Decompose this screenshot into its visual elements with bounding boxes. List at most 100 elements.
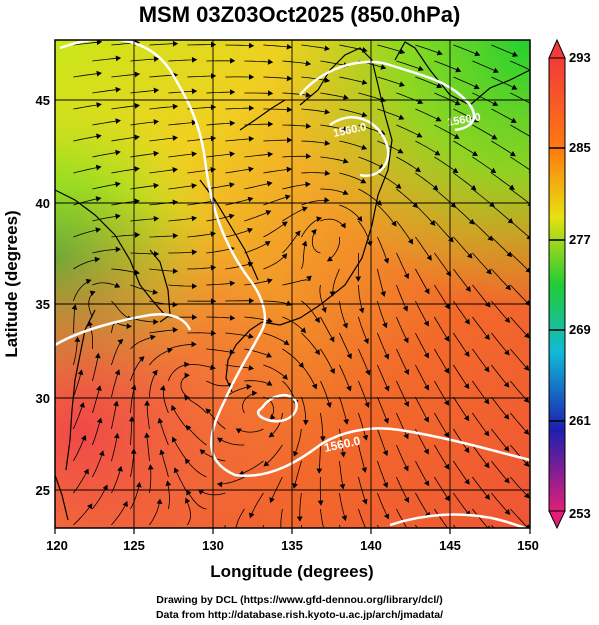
streamline — [320, 316, 335, 342]
streamline-arrow — [153, 56, 160, 62]
streamline-arrow — [342, 189, 349, 195]
streamline — [73, 135, 101, 142]
streamline — [453, 396, 470, 421]
streamline — [453, 364, 470, 389]
streamline — [73, 305, 76, 334]
streamline — [472, 284, 491, 308]
streamline-arrow — [95, 196, 102, 202]
streamline-arrow — [229, 120, 236, 127]
streamline-arrow — [191, 56, 198, 63]
streamline — [111, 339, 123, 366]
streamline — [339, 460, 344, 489]
streamline — [358, 412, 367, 440]
streamline-arrow — [343, 418, 349, 425]
streamline — [244, 316, 273, 323]
streamline — [282, 348, 304, 368]
streamline-arrow — [407, 238, 414, 245]
streamline-arrow — [398, 81, 405, 87]
streamline-arrow — [346, 353, 352, 360]
streamline-arrow — [473, 117, 480, 123]
streamline — [149, 348, 173, 366]
streamline-arrow — [81, 434, 87, 441]
streamline — [396, 348, 409, 375]
streamline-arrow — [96, 70, 103, 77]
streamline — [168, 363, 189, 382]
streamline — [434, 476, 450, 501]
streamline — [491, 332, 510, 356]
streamline-arrow — [398, 114, 405, 120]
streamline — [510, 412, 529, 435]
streamline-arrow — [402, 305, 408, 312]
streamline-arrow — [544, 477, 548, 481]
streamline-arrow — [383, 513, 390, 520]
streamline — [244, 279, 273, 286]
streamline — [529, 460, 530, 463]
streamline — [320, 508, 325, 528]
streamline-arrow — [416, 132, 423, 138]
streamline — [320, 412, 324, 441]
streamline-arrow — [454, 100, 461, 106]
streamline — [510, 508, 529, 528]
streamline — [453, 76, 480, 89]
streamline — [491, 428, 510, 452]
streamline — [472, 348, 490, 372]
streamline — [358, 380, 369, 408]
streamline — [282, 60, 311, 65]
streamline-arrow — [311, 228, 317, 235]
chart-title: MSM 03Z03Oct2025 (850.0hPa) — [138, 2, 461, 27]
streamline-arrow — [382, 322, 388, 329]
streamline-arrow — [229, 314, 236, 321]
streamline-arrow — [279, 533, 283, 537]
streamline — [396, 444, 409, 471]
streamline — [377, 140, 403, 154]
streamline — [263, 108, 292, 111]
streamline-arrow — [269, 414, 276, 421]
streamline — [199, 449, 226, 462]
streamline-arrow — [504, 317, 511, 323]
streamline — [358, 284, 364, 313]
streamline — [453, 44, 480, 56]
streamline — [92, 353, 99, 382]
streamline — [434, 60, 461, 72]
streamline — [263, 195, 291, 206]
streamline-arrow — [491, 134, 498, 140]
streamline-arrow — [248, 364, 255, 371]
streamline — [319, 476, 322, 506]
streamline-arrow — [361, 79, 368, 85]
streamline-arrow — [473, 83, 480, 90]
streamline — [472, 476, 490, 500]
streamline — [358, 444, 366, 473]
streamline — [111, 433, 118, 462]
streamline-arrow — [346, 385, 352, 392]
streamline — [358, 188, 382, 206]
streamline-arrow — [87, 503, 93, 510]
streamline — [301, 241, 307, 270]
streamline — [111, 466, 122, 494]
streamline — [92, 248, 121, 254]
streamline-arrow — [365, 369, 371, 376]
streamline — [168, 251, 197, 254]
streamline-arrow — [339, 483, 346, 490]
streamline — [377, 76, 405, 86]
streamline — [339, 396, 348, 424]
streamline-arrow — [115, 55, 122, 62]
streamline-arrow — [74, 336, 81, 342]
streamline-arrow — [134, 71, 141, 78]
x-tick-marks — [54, 528, 531, 534]
height-contours — [55, 40, 530, 528]
streamline — [73, 103, 102, 110]
streamline — [434, 380, 449, 406]
streamline-arrow — [361, 467, 367, 473]
streamline-arrow — [249, 105, 255, 111]
streamline-arrow — [235, 428, 242, 434]
streamline-arrow — [96, 385, 102, 392]
streamline — [396, 412, 409, 439]
streamline-arrow — [266, 380, 273, 386]
streamline — [149, 105, 178, 110]
streamline — [415, 364, 429, 390]
streamline-arrow — [102, 484, 108, 491]
streamline-arrow — [267, 90, 274, 97]
streamline — [225, 168, 254, 174]
streamline — [293, 460, 302, 489]
streamline-arrow — [284, 194, 291, 200]
